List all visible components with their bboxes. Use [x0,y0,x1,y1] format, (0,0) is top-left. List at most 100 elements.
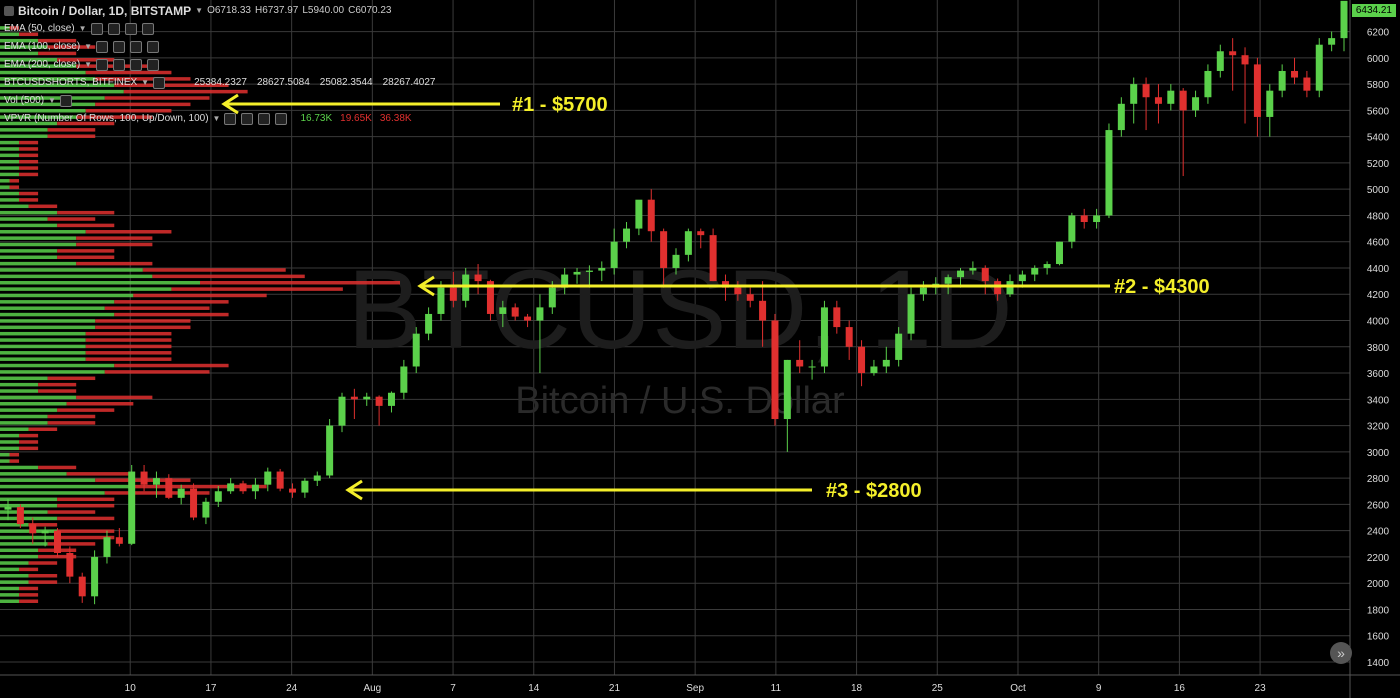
candle-body [1315,44,1323,91]
vpvr-bar-down [9,459,20,463]
settings-icon[interactable] [107,23,120,35]
vpvr-bar-up [0,363,115,368]
indicator-label[interactable]: EMA (100, close) [4,41,81,52]
x-tick-label: Sep [686,683,704,694]
vpvr-bar-down [66,472,134,476]
fast-forward-icon[interactable]: » [1330,642,1352,664]
chevron-down-icon[interactable]: ▼ [84,42,93,51]
more-icon[interactable] [141,23,154,35]
candle-body [672,254,680,268]
indicator-vpvr[interactable]: VPVR (Number Of Rows, 100, Up/Down, 100)… [4,110,435,128]
annotation-label: #3 - $2800 [826,480,922,502]
y-tick-label: 6000 [1367,54,1390,65]
indicator-ema50[interactable]: EMA (50, close) ▼ [4,20,435,38]
vpvr-bar-up [0,478,96,482]
candle-body [721,281,729,288]
vpvr-bar-up [0,45,48,49]
vpvr-bar-down [28,523,58,527]
candle-body [190,488,198,518]
vpvr-bar-up [0,357,86,361]
candle-body [623,228,631,242]
symbol-row[interactable]: Bitcoin / Dollar, 1D, BITSTAMP ▼ O6718.3… [4,2,435,20]
vpvr-bar-down [38,465,77,470]
vpvr-bar-down [28,574,58,578]
candle-body [858,346,866,374]
indicator-label[interactable]: Vol (500) [4,95,45,106]
chevron-down-icon[interactable]: ▼ [84,60,93,69]
indicator-label[interactable]: BTCUSDSHORTS, BITFINEX [4,77,138,88]
close-icon[interactable] [258,113,271,125]
candle-body [177,488,185,498]
candle-body [1204,70,1212,98]
chevron-down-icon[interactable]: ▼ [141,78,150,87]
candle-body [375,396,383,406]
settings-icon[interactable] [113,41,126,53]
close-icon[interactable] [130,59,143,71]
settings-icon[interactable] [113,59,126,71]
symbol-watermark: BTCUSD, 1D Bitcoin / U.S. Dollar [347,247,1013,422]
candle-body [152,478,160,485]
indicator-volume[interactable]: Vol (500) ▼ [4,92,435,110]
settings-icon[interactable] [241,113,254,125]
vpvr-bar-up [0,344,86,349]
annotation-label: #2 - $4300 [1114,276,1210,298]
more-icon[interactable] [147,59,160,71]
y-tick-label: 3000 [1367,448,1390,459]
more-icon[interactable] [147,41,160,53]
symbol-title[interactable]: Bitcoin / Dollar, 1D, BITSTAMP [18,4,192,18]
indicator-label[interactable]: EMA (200, close) [4,59,81,70]
visibility-icon[interactable] [96,41,109,53]
visibility-icon[interactable] [224,113,237,125]
candle-body [115,537,123,544]
more-icon[interactable] [275,113,288,125]
vpvr-bar-down [85,331,172,336]
close-icon[interactable] [130,41,143,53]
vpvr-bar-up [0,210,58,215]
visibility-icon[interactable] [90,23,103,35]
vpvr-bar-up [0,389,39,393]
candle-body [1229,51,1237,56]
candle-body [734,287,742,295]
annotation-arrowhead [417,275,435,297]
chevron-down-icon[interactable]: ▼ [48,96,56,105]
settings-icon[interactable] [59,95,72,107]
candle-body [140,471,148,485]
vpvr-bar-down [85,230,172,234]
candle-body [1117,103,1125,131]
vpvr-bar-up [0,185,10,189]
vpvr-bar-up [0,523,29,527]
candle-body [820,307,828,367]
x-tick-label: 11 [771,683,782,694]
vpvr-bar-up [0,236,77,240]
indicator-label[interactable]: VPVR (Number Of Rows, 100, Up/Down, 100) [4,113,209,124]
candle-body [796,359,804,367]
candle-body [1080,215,1088,223]
vpvr-bar-up [0,414,48,419]
chevron-down-icon[interactable]: ▼ [212,114,221,123]
vpvr-bar-up [0,159,20,164]
vpvr-bar-up [0,484,134,489]
indicator-shorts[interactable]: BTCUSDSHORTS, BITFINEX ▼ 25384.2327 2862… [4,74,435,92]
vpvr-bar-down [19,166,39,170]
visibility-icon[interactable] [96,59,109,71]
indicator-ema100[interactable]: EMA (100, close) ▼ [4,38,435,56]
vpvr-bar-down [19,153,39,158]
settings-icon[interactable] [153,77,166,89]
vpvr-bar-down [19,599,39,603]
vpvr-bar-down [200,280,400,285]
indicator-ema200[interactable]: EMA (200, close) ▼ [4,56,435,74]
candle-body [425,313,433,334]
candle-body [1303,77,1311,91]
vpvr-bar-up [0,280,200,285]
indicator-label[interactable]: EMA (50, close) [4,23,75,34]
close-icon[interactable] [124,23,137,35]
vpvr-bar-down [57,255,115,260]
vpvr-bar-down [47,217,96,221]
chevron-down-icon[interactable]: ▼ [78,24,87,33]
vpvr-bar-up [0,230,86,234]
x-tick-label: Oct [1010,683,1026,694]
vpvr-bar-down [47,414,96,419]
chevron-down-icon[interactable]: ▼ [195,6,204,15]
vpvr-bar-down [57,497,115,502]
